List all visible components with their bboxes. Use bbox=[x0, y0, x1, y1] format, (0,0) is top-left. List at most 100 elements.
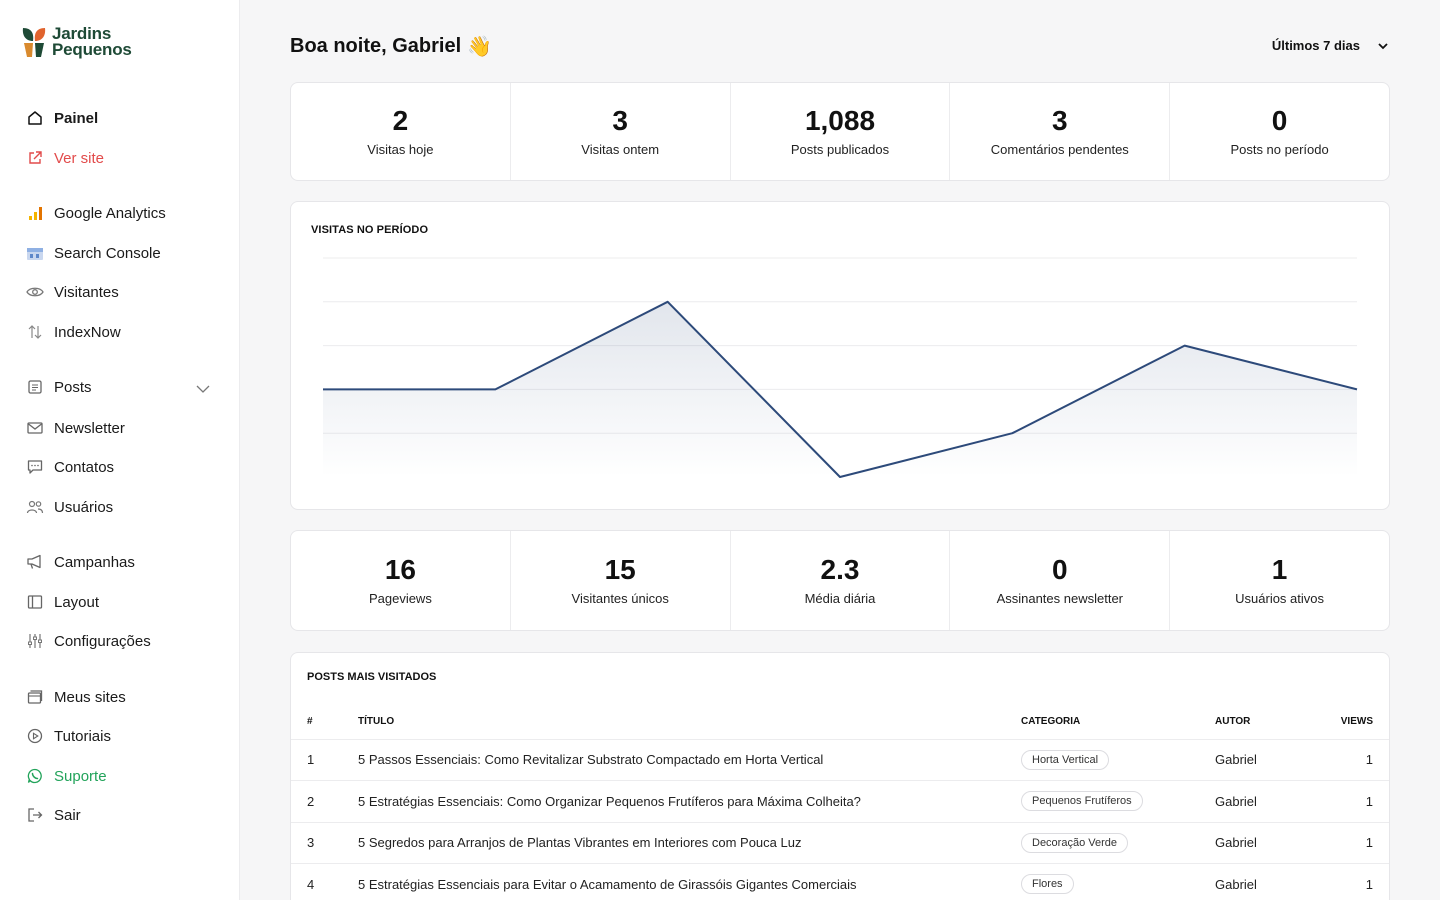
stat-label: Visitas hoje bbox=[367, 142, 434, 157]
views-cell: 1 bbox=[1299, 739, 1389, 781]
nav-newsletter[interactable]: Newsletter bbox=[26, 417, 125, 439]
nav-label: IndexNow bbox=[54, 323, 121, 341]
table-row[interactable]: 3 5 Segredos para Arranjos de Plantas Vi… bbox=[291, 822, 1389, 864]
stat-value: 0 bbox=[1271, 105, 1288, 136]
users-icon bbox=[26, 498, 44, 516]
megaphone-icon bbox=[26, 553, 44, 571]
sidebar: Jardins Pequenos Painel Ver site Google … bbox=[0, 0, 240, 900]
row-number: 3 bbox=[291, 822, 342, 864]
stat-value: 1 bbox=[1271, 554, 1288, 585]
nav-contatos[interactable]: Contatos bbox=[26, 456, 114, 478]
category-badge: Flores bbox=[1021, 874, 1074, 895]
stat-posts-no-periodo: 0 Posts no período bbox=[1170, 83, 1389, 180]
table-row[interactable]: 4 5 Estratégias Essenciais para Evitar o… bbox=[291, 863, 1389, 900]
nav-label: Usuários bbox=[54, 498, 114, 516]
nav-google-analytics[interactable]: Google Analytics bbox=[26, 202, 166, 224]
greeting-text: Boa noite, Gabriel bbox=[290, 35, 462, 57]
column-header-title: TÍTULO bbox=[342, 705, 1005, 740]
post-title-link[interactable]: 5 Estratégias Essenciais: Como Organizar… bbox=[342, 780, 1005, 823]
chart-series-line bbox=[323, 300, 1358, 478]
category-cell: Pequenos Frutíferos bbox=[1005, 780, 1199, 823]
post-title-link[interactable]: 5 Passos Essenciais: Como Revitalizar Su… bbox=[342, 739, 1005, 781]
mail-icon bbox=[26, 419, 44, 437]
stat-visitas-ontem: 3 Visitas ontem bbox=[511, 83, 731, 180]
stat-visitas-hoje: 2 Visitas hoje bbox=[291, 83, 511, 180]
stat-label: Posts publicados bbox=[790, 142, 890, 157]
post-title-link[interactable]: 5 Segredos para Arranjos de Plantas Vibr… bbox=[342, 822, 1005, 864]
period-selector[interactable]: Últimos 7 dias bbox=[1272, 38, 1390, 53]
stat-assinantes-newsletter: 0 Assinantes newsletter bbox=[950, 531, 1171, 630]
logo-leaf-icon bbox=[20, 25, 48, 59]
document-icon bbox=[26, 378, 44, 396]
nav-tutoriais[interactable]: Tutoriais bbox=[26, 725, 111, 747]
nav-meus-sites[interactable]: Meus sites bbox=[26, 686, 126, 708]
stat-value: 0 bbox=[1052, 554, 1068, 585]
stat-label: Visitantes únicos bbox=[571, 591, 669, 606]
page-title: Boa noite, Gabriel 👋 bbox=[290, 34, 492, 59]
chevron-down-icon[interactable] bbox=[194, 380, 212, 398]
brand-logo[interactable]: Jardins Pequenos bbox=[20, 25, 132, 59]
visits-chart bbox=[323, 257, 1358, 478]
nav-usuarios[interactable]: Usuários bbox=[26, 496, 113, 518]
stat-value: 16 bbox=[384, 554, 416, 585]
table-row[interactable]: 1 5 Passos Essenciais: Como Revitalizar … bbox=[291, 739, 1389, 781]
stat-value: 3 bbox=[1052, 105, 1068, 136]
row-number: 4 bbox=[291, 863, 342, 900]
stat-value: 15 bbox=[604, 554, 636, 585]
column-header-views: VIEWS bbox=[1299, 705, 1389, 740]
category-cell: Horta Vertical bbox=[1005, 739, 1199, 781]
stat-value: 3 bbox=[612, 105, 628, 136]
stats-top-card: 2 Visitas hoje 3 Visitas ontem 1,088 Posts … bbox=[290, 82, 1390, 181]
author-cell: Gabriel bbox=[1199, 739, 1299, 781]
category-badge: Decoração Verde bbox=[1021, 832, 1128, 853]
author-cell: Gabriel bbox=[1199, 863, 1299, 900]
nav-campanhas[interactable]: Campanhas bbox=[26, 551, 135, 573]
stat-label: Usuários ativos bbox=[1235, 591, 1325, 606]
nav-visitantes[interactable]: Visitantes bbox=[26, 281, 119, 303]
stat-visitantes-unicos: 15 Visitantes únicos bbox=[511, 531, 731, 630]
nav-label: Posts bbox=[54, 378, 92, 396]
home-icon bbox=[26, 109, 44, 127]
stat-pageviews: 16 Pageviews bbox=[291, 531, 511, 630]
nav-suporte[interactable]: Suporte bbox=[26, 765, 107, 787]
search-console-icon bbox=[26, 244, 44, 262]
stat-label: Posts no período bbox=[1230, 142, 1329, 157]
nav-ver-site[interactable]: Ver site bbox=[26, 147, 104, 169]
nav-configuracoes[interactable]: Configurações bbox=[26, 630, 151, 652]
nav-label: Suporte bbox=[54, 767, 107, 785]
layout-icon bbox=[26, 593, 44, 611]
chevron-down-icon bbox=[1376, 39, 1390, 53]
nav-indexnow[interactable]: IndexNow bbox=[26, 321, 121, 343]
sliders-icon bbox=[26, 632, 44, 650]
row-number: 1 bbox=[291, 739, 342, 781]
stat-label: Comentários pendentes bbox=[990, 142, 1129, 157]
top-posts-table: # TÍTULO CATEGORIA AUTOR VIEWS 1 5 Passo… bbox=[291, 705, 1389, 900]
nav-label: Newsletter bbox=[54, 419, 125, 437]
nav-layout[interactable]: Layout bbox=[26, 591, 99, 613]
visits-chart-card: VISITAS NO PERÍODO bbox=[290, 201, 1390, 510]
table-row[interactable]: 2 5 Estratégias Essenciais: Como Organiz… bbox=[291, 780, 1389, 823]
nav-label: Sair bbox=[54, 806, 81, 824]
nav-sair[interactable]: Sair bbox=[26, 804, 81, 826]
chart-area-fill bbox=[323, 301, 1357, 477]
stat-value: 2 bbox=[392, 105, 409, 136]
nav-label: Campanhas bbox=[54, 553, 135, 571]
analytics-icon bbox=[26, 204, 44, 222]
nav-label: Ver site bbox=[54, 149, 105, 167]
nav-search-console[interactable]: Search Console bbox=[26, 242, 161, 264]
post-title-link[interactable]: 5 Estratégias Essenciais para Evitar o A… bbox=[342, 863, 1005, 900]
stat-label: Pageviews bbox=[368, 591, 432, 606]
stat-posts-publicados: 1,088 Posts publicados bbox=[731, 83, 951, 180]
views-cell: 1 bbox=[1299, 863, 1389, 900]
nav-label: Painel bbox=[54, 109, 99, 127]
nav-posts[interactable]: Posts bbox=[26, 376, 92, 398]
row-number: 2 bbox=[291, 780, 342, 823]
nav-painel[interactable]: Painel bbox=[26, 107, 98, 129]
stat-label: Visitas ontem bbox=[581, 142, 660, 157]
whatsapp-icon bbox=[26, 767, 44, 785]
waving-hand-icon: 👋 bbox=[467, 36, 493, 58]
nav-label: Tutoriais bbox=[54, 727, 111, 745]
category-cell: Decoração Verde bbox=[1005, 822, 1199, 864]
period-label: Últimos 7 dias bbox=[1271, 38, 1360, 53]
stat-media-diaria: 2.3 Média diária bbox=[731, 531, 951, 630]
